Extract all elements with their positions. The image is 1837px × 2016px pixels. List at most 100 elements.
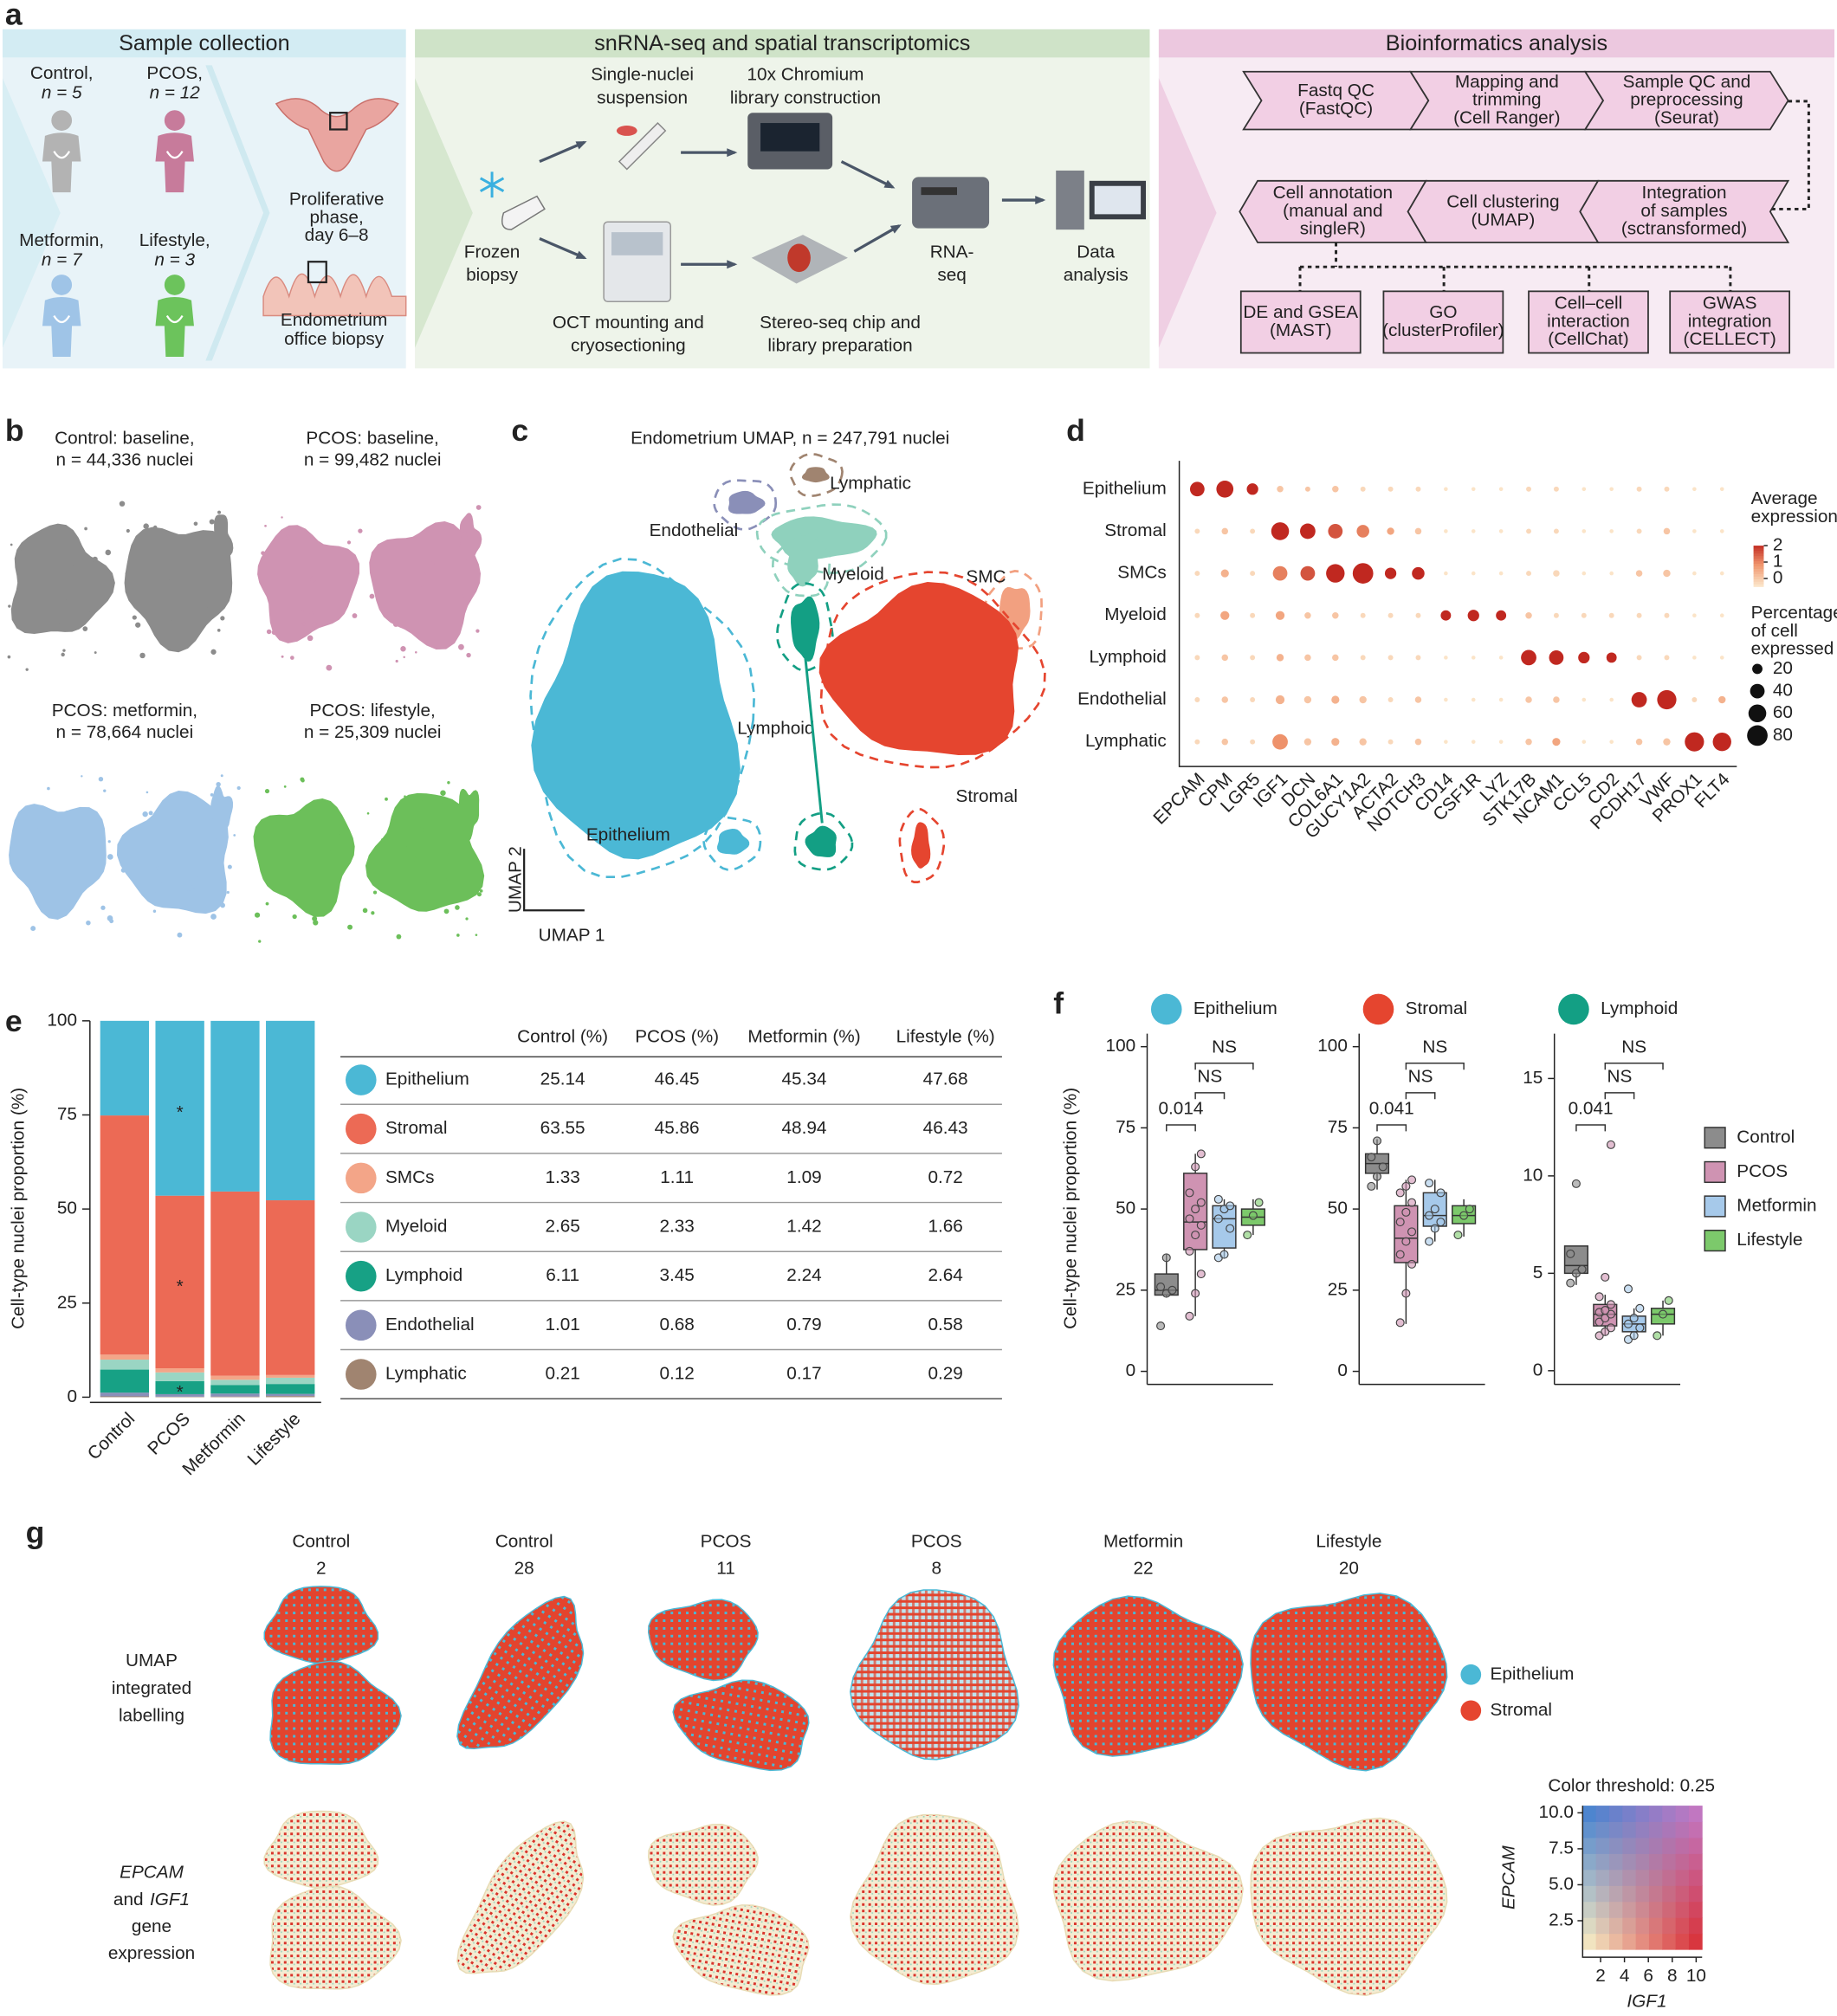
umap-dot — [421, 585, 424, 588]
colorbar-cell — [1753, 568, 1764, 572]
colormap-cell — [1582, 1933, 1597, 1950]
title-key — [1150, 993, 1182, 1025]
bar-segment — [210, 1380, 260, 1386]
significance: * — [177, 1102, 184, 1122]
point — [1594, 1292, 1604, 1302]
section-header — [1158, 29, 1835, 58]
umap-dot — [306, 535, 311, 540]
umap-dot — [385, 797, 388, 801]
dot — [1332, 654, 1339, 662]
size-key — [1750, 683, 1765, 699]
dot — [1498, 571, 1504, 576]
pipeline-step — [1583, 70, 1789, 131]
umap-dot — [411, 856, 417, 862]
umap-dot — [396, 934, 402, 940]
point — [1367, 1181, 1376, 1191]
pipeline-text: preprocessing — [1630, 90, 1743, 110]
dot — [1471, 740, 1476, 744]
output-text: interaction — [1547, 311, 1630, 331]
step-text: OCT mounting and — [553, 313, 704, 333]
row-label-part: labelling — [119, 1706, 184, 1726]
bar-segment — [100, 1115, 150, 1355]
legend-label: Control — [1737, 1127, 1795, 1147]
dot — [1194, 528, 1200, 534]
umap-dot — [442, 877, 448, 883]
umap-dot — [403, 656, 405, 659]
colormap-cell — [1688, 1901, 1703, 1918]
dot — [1525, 611, 1532, 619]
person-uterus — [53, 151, 71, 159]
umap-dot — [358, 528, 363, 533]
bar-segment — [100, 1369, 150, 1393]
step-text: Frozen — [464, 242, 521, 262]
bar-segment — [155, 1020, 204, 1196]
colormap-cell — [1648, 1869, 1663, 1886]
umap-dot — [265, 901, 269, 906]
point — [1191, 1289, 1200, 1298]
bracket — [1575, 1124, 1607, 1132]
colorbar-cell — [1753, 560, 1764, 565]
biopsy-text: Endometrium — [281, 310, 387, 330]
dot — [1440, 610, 1452, 621]
point — [1436, 1188, 1446, 1198]
table-cell: 0.29 — [928, 1363, 962, 1383]
dot — [1220, 611, 1230, 620]
tissue-section — [1250, 1593, 1448, 1772]
umap-dot — [301, 610, 305, 612]
cluster-outline — [702, 816, 762, 871]
umap-dot — [466, 652, 471, 658]
dot — [1657, 689, 1677, 710]
bar-segment — [155, 1380, 204, 1394]
zoom-box — [329, 112, 348, 131]
table-cell: 2.64 — [928, 1265, 962, 1285]
dot — [1719, 613, 1724, 618]
table-header: Metformin (%) — [747, 1027, 860, 1047]
p-value: NS — [1408, 1067, 1433, 1087]
uterus — [275, 98, 399, 172]
colormap-cell — [1675, 1901, 1690, 1918]
legend-title: of cell — [1751, 621, 1798, 641]
point — [1372, 1172, 1382, 1181]
output-text: (CELLECT) — [1684, 329, 1776, 349]
point — [1629, 1331, 1639, 1341]
cluster-outline — [713, 479, 778, 531]
umap-dot — [206, 606, 211, 612]
dot — [1553, 570, 1560, 577]
bracket — [1604, 1063, 1664, 1070]
dot — [1582, 529, 1587, 533]
bar-segment — [155, 1372, 204, 1381]
colormap-cell — [1595, 1821, 1610, 1838]
umap-dot — [233, 834, 236, 837]
pipeline-text: Cell annotation — [1273, 183, 1393, 203]
umap-dot — [375, 595, 380, 599]
cluster — [911, 822, 931, 869]
group-name: Lifestyle, — [139, 230, 210, 250]
umap-dot — [107, 840, 111, 843]
colormap-cell — [1648, 1837, 1663, 1854]
y-axis-label: EPCAM — [1498, 1845, 1518, 1910]
y-tick-label: 5 — [1533, 1263, 1543, 1283]
pipeline-text: trimming — [1472, 90, 1542, 110]
colormap-cell — [1595, 1853, 1610, 1871]
person-head — [164, 275, 185, 295]
bar-segment — [100, 1360, 150, 1370]
cluster-outline — [819, 571, 1046, 769]
dot — [1415, 612, 1421, 618]
colorbar-cell — [1753, 581, 1764, 585]
colormap-cell — [1608, 1885, 1623, 1903]
point — [1191, 1162, 1200, 1172]
step-text: cryosectioning — [571, 336, 686, 356]
cluster-label: Endothelial — [650, 520, 739, 540]
panel-title: Stromal — [1406, 998, 1468, 1018]
colorbar-label: 0 — [1773, 567, 1783, 587]
point — [1395, 1188, 1405, 1198]
umap-dot — [54, 812, 60, 818]
umap-blob — [210, 785, 234, 840]
y-tick-label: 50 — [1328, 1199, 1348, 1218]
p-value: NS — [1212, 1037, 1237, 1056]
point — [1601, 1306, 1610, 1315]
dot — [1608, 612, 1614, 618]
y-tick-label: 25 — [1328, 1279, 1348, 1299]
cluster-outline — [775, 582, 834, 672]
umap-dot — [440, 790, 446, 796]
